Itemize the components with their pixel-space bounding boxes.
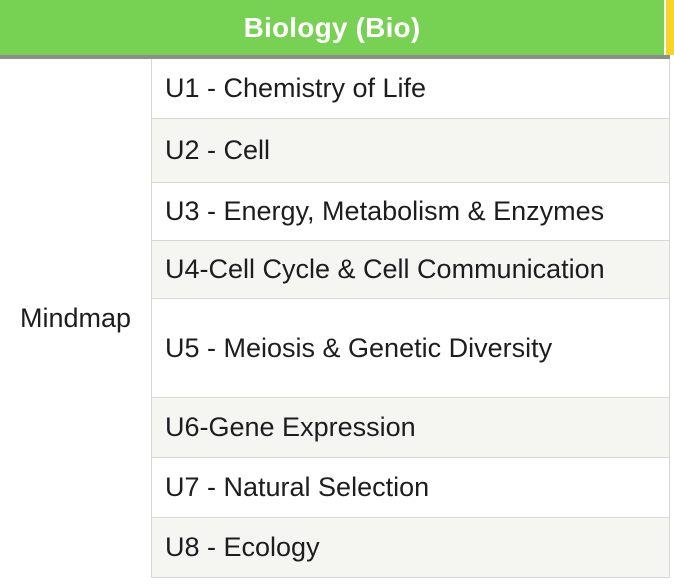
unit-cell-u1[interactable]: U1 - Chemistry of Life [152, 59, 669, 119]
unit-label: U3 - Energy, Metabolism & Enzymes [165, 196, 605, 226]
unit-label: U5 - Meiosis & Genetic Diversity [165, 332, 553, 363]
unit-cell-u4[interactable]: U4-Cell Cycle & Cell Communication [152, 241, 669, 299]
unit-cell-u5[interactable]: U5 - Meiosis & Genetic Diversity [152, 299, 669, 398]
unit-label: U1 - Chemistry of Life [165, 73, 427, 103]
unit-label: U6-Gene Expression [165, 412, 416, 442]
unit-cell-u8[interactable]: U8 - Ecology [152, 518, 669, 578]
subject-header-biology[interactable]: Biology (Bio) [0, 0, 664, 55]
unit-label: U8 - Ecology [165, 532, 320, 562]
unit-cell-u2[interactable]: U2 - Cell [152, 119, 669, 183]
table-header-row: Biology (Bio) [0, 0, 674, 55]
mindmap-label: Mindmap [19, 303, 132, 333]
unit-label: U7 - Natural Selection [165, 472, 430, 502]
unit-label: U4-Cell Cycle & Cell Communication [165, 254, 605, 284]
table-body: Mindmap U1 - Chemistry of Life U2 - Cell… [0, 59, 670, 578]
subject-header-title: Biology (Bio) [243, 11, 421, 43]
unit-label: U2 - Cell [165, 135, 271, 165]
header-divider-rule [0, 55, 670, 59]
mindmap-row-label-cell[interactable]: Mindmap [0, 59, 151, 578]
unit-cell-u7[interactable]: U7 - Natural Selection [152, 458, 669, 518]
header-cell-gap [664, 0, 666, 55]
unit-cell-u3[interactable]: U3 - Energy, Metabolism & Enzymes [152, 183, 669, 241]
units-column: U1 - Chemistry of Life U2 - Cell U3 - En… [151, 59, 670, 578]
unit-cell-u6[interactable]: U6-Gene Expression [152, 398, 669, 458]
adjacent-subject-header-sliver[interactable] [666, 0, 674, 55]
